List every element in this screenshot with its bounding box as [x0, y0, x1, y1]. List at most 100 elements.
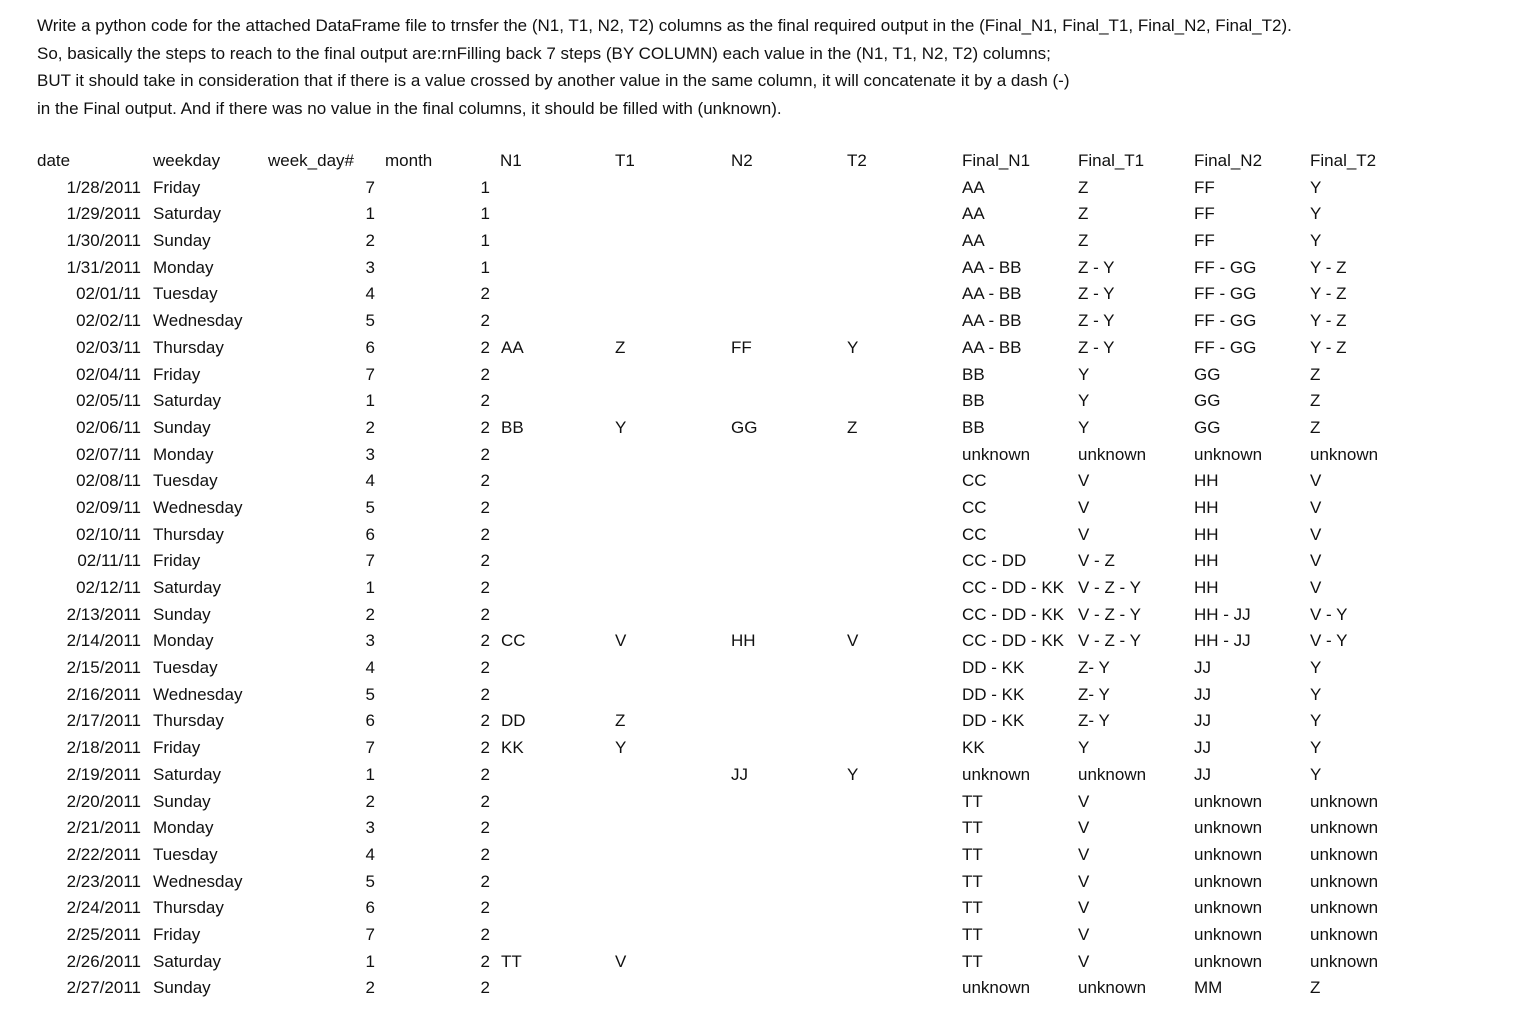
- cell-final-t1: Z- Y: [1078, 711, 1110, 731]
- cell-final-n1: AA - BB: [962, 337, 1022, 357]
- cell-week-day-num: 2: [365, 417, 375, 437]
- cell-final-n2: FF: [1194, 204, 1215, 224]
- table-row: 02/07/11 Monday 3 2 unknown unknown unknown unk…: [0, 442, 1522, 469]
- table-row: 2/16/2011 Wednesday 5 2 DD - KK Z- Y JJ Y: [0, 682, 1522, 709]
- cell-date: 02/01/11: [76, 284, 141, 304]
- intro-line: Write a python code for the attached Dat…: [37, 16, 1292, 35]
- cell-final-n2: FF - GG: [1194, 257, 1257, 277]
- cell-final-t2: V: [1310, 497, 1322, 517]
- cell-final-t2: Y: [1310, 204, 1322, 224]
- cell-final-n2: FF - GG: [1194, 337, 1257, 357]
- table-row: 02/09/11 Wednesday 5 2 CC V HH V: [0, 495, 1522, 522]
- cell-final-t1: Z - Y: [1078, 311, 1115, 331]
- cell-date: 2/19/2011: [66, 764, 141, 784]
- cell-date: 02/02/11: [76, 311, 141, 331]
- cell-final-n1: KK: [962, 738, 985, 758]
- cell-final-n2: unknown: [1194, 951, 1263, 971]
- cell-date: 02/10/11: [76, 524, 141, 544]
- cell-final-t2: Z: [1310, 978, 1321, 998]
- cell-final-t1: V: [1078, 818, 1090, 838]
- header-t1: T1: [615, 151, 635, 170]
- cell-final-t2: Z: [1310, 417, 1321, 437]
- cell-date: 1/28/2011: [66, 177, 141, 197]
- cell-final-t1: V - Z: [1078, 551, 1115, 571]
- cell-date: 2/26/2011: [66, 951, 141, 971]
- cell-final-t2: Y: [1310, 658, 1322, 678]
- cell-final-n1: TT: [962, 871, 983, 891]
- cell-weekday: Thursday: [153, 711, 224, 731]
- cell-weekday: Monday: [153, 631, 214, 651]
- cell-final-n1: DD - KK: [962, 711, 1025, 731]
- cell-weekday: Saturday: [153, 391, 222, 411]
- cell-final-t2: V: [1310, 524, 1322, 544]
- cell-final-t1: V: [1078, 898, 1090, 918]
- cell-week-day-num: 2: [365, 604, 375, 624]
- cell-final-t1: V: [1078, 871, 1090, 891]
- cell-weekday: Saturday: [153, 951, 222, 971]
- header-n2: N2: [731, 151, 753, 170]
- cell-final-n2: unknown: [1194, 844, 1263, 864]
- cell-n2: JJ: [731, 764, 748, 784]
- cell-t2: V: [847, 631, 859, 651]
- cell-month: 2: [480, 364, 490, 384]
- cell-final-t2: Z: [1310, 364, 1321, 384]
- cell-month: 1: [480, 204, 490, 224]
- table-row: 02/12/11 Saturday 1 2 CC - DD - KK V - Z - Y H…: [0, 575, 1522, 602]
- table-row: 02/05/11 Saturday 1 2 BB Y GG Z: [0, 388, 1522, 415]
- intro-line: So, basically the steps to reach to the …: [37, 43, 1051, 63]
- cell-final-n2: JJ: [1194, 764, 1211, 784]
- cell-final-n1: CC: [962, 524, 987, 544]
- cell-final-t1: unknown: [1078, 978, 1147, 998]
- cell-week-day-num: 4: [365, 471, 375, 491]
- cell-n2: FF: [731, 337, 752, 357]
- cell-final-n1: DD - KK: [962, 684, 1025, 704]
- cell-final-t1: V - Z - Y: [1078, 578, 1141, 597]
- cell-week-day-num: 1: [365, 951, 375, 971]
- cell-final-n1: unknown: [962, 764, 1031, 784]
- cell-final-n1: CC - DD - KK: [962, 631, 1064, 651]
- cell-n2: HH: [731, 631, 756, 651]
- cell-final-t1: Y: [1078, 391, 1090, 411]
- cell-final-n1: AA: [962, 231, 985, 251]
- cell-final-t1: Z - Y: [1078, 257, 1115, 277]
- table-row: 02/01/11 Tuesday 4 2 AA - BB Z - Y FF - GG Y - …: [0, 281, 1522, 308]
- cell-final-t2: Y - Z: [1310, 337, 1347, 357]
- table-row: 2/13/2011 Sunday 2 2 CC - DD - KK V - Z - Y HH…: [0, 602, 1522, 629]
- cell-month: 2: [480, 764, 490, 784]
- cell-final-n1: AA - BB: [962, 257, 1022, 277]
- cell-t1: Y: [615, 738, 627, 758]
- cell-week-day-num: 7: [365, 924, 375, 944]
- cell-final-t1: V: [1078, 791, 1090, 811]
- table-row: 2/18/2011 Friday 7 2 KK Y KK Y JJ Y: [0, 735, 1522, 762]
- cell-date: 1/31/2011: [66, 257, 141, 277]
- cell-date: 2/15/2011: [66, 658, 141, 678]
- cell-final-t2: Y: [1310, 764, 1322, 784]
- cell-n1: KK: [501, 738, 524, 758]
- table-row: 2/17/2011 Thursday 6 2 DD Z DD - KK Z- Y JJ Y: [0, 708, 1522, 735]
- cell-final-t1: unknown: [1078, 444, 1147, 464]
- cell-n1: BB: [501, 417, 524, 437]
- cell-date: 2/24/2011: [66, 898, 141, 918]
- cell-weekday: Tuesday: [153, 844, 218, 864]
- cell-final-n1: TT: [962, 951, 983, 971]
- cell-final-t2: Z: [1310, 391, 1321, 411]
- cell-final-t2: unknown: [1310, 951, 1379, 971]
- cell-week-day-num: 7: [365, 551, 375, 571]
- cell-date: 2/18/2011: [66, 738, 141, 758]
- cell-week-day-num: 5: [365, 311, 375, 331]
- cell-date: 2/20/2011: [66, 791, 141, 811]
- cell-final-t1: V: [1078, 924, 1090, 944]
- cell-month: 2: [480, 791, 490, 811]
- header-t2: T2: [847, 151, 867, 170]
- cell-final-n2: HH: [1194, 524, 1219, 544]
- cell-n1: TT: [501, 951, 522, 971]
- cell-month: 2: [480, 444, 490, 464]
- cell-final-t2: unknown: [1310, 924, 1379, 944]
- cell-final-n1: TT: [962, 898, 983, 918]
- cell-date: 1/29/2011: [66, 204, 141, 224]
- table-row: 2/14/2011 Monday 3 2 CC V HH V CC - DD - KK V - Z…: [0, 628, 1522, 655]
- cell-final-n2: HH: [1194, 497, 1219, 517]
